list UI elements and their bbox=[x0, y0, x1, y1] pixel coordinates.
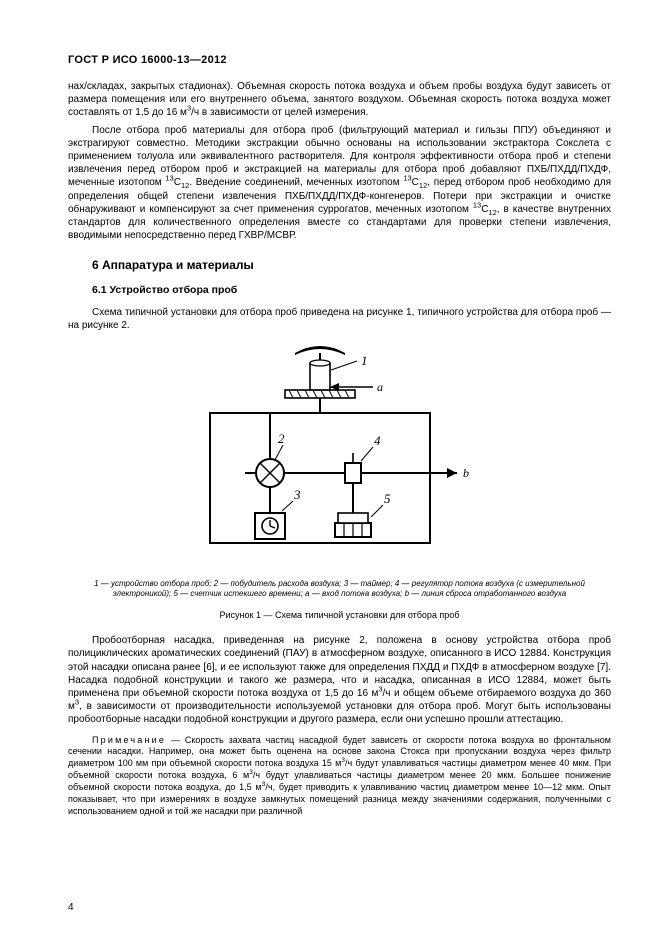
svg-text:5: 5 bbox=[384, 491, 391, 506]
sub: 12 bbox=[419, 181, 427, 190]
legend-text: 1 — устройство отбора проб; 2 — побудите… bbox=[94, 579, 585, 599]
page-number: 4 bbox=[68, 902, 74, 913]
sub: 12 bbox=[488, 208, 496, 217]
paragraph-3: Схема типичной установки для отбора проб… bbox=[68, 306, 611, 332]
section-6-heading: 6 Аппаратура и материалы bbox=[92, 258, 611, 272]
text: , в зависимости от производительности ис… bbox=[68, 701, 611, 725]
svg-text:4: 4 bbox=[374, 433, 381, 448]
paragraph-1: нах/складах, закрытых стадионах). Объемн… bbox=[68, 80, 611, 120]
figure-1-diagram: 1 a 2 4 b bbox=[175, 343, 505, 573]
sup: 13 bbox=[403, 174, 411, 183]
text: . Введение соединений, меченных изотопом bbox=[189, 177, 403, 188]
svg-text:2: 2 bbox=[278, 431, 285, 446]
note-paragraph: Примечание — Скорость захвата частиц нас… bbox=[68, 735, 611, 818]
svg-text:3: 3 bbox=[293, 487, 301, 502]
text: /ч в зависимости от целей измерения. bbox=[191, 107, 368, 118]
svg-text:a: a bbox=[377, 380, 383, 394]
svg-text:1: 1 bbox=[361, 353, 368, 368]
note-lead: Примечание bbox=[92, 735, 166, 745]
sup: 13 bbox=[473, 200, 481, 209]
figure-1-caption: Рисунок 1 — Схема типичной установки для… bbox=[68, 610, 611, 620]
figure-1-container: 1 a 2 4 b bbox=[68, 343, 611, 573]
figure-1-legend: 1 — устройство отбора проб; 2 — побудите… bbox=[88, 579, 591, 601]
sup: 13 bbox=[165, 174, 173, 183]
paragraph-2: После отбора проб материалы для отбора п… bbox=[68, 124, 611, 243]
paragraph-4: Пробоотборная насадка, приведенная на ри… bbox=[68, 634, 611, 726]
subsection-6-1-heading: 6.1 Устройство отбора проб bbox=[92, 284, 611, 296]
svg-text:b: b bbox=[463, 466, 469, 480]
document-header: ГОСТ Р ИСО 16000-13—2012 bbox=[68, 54, 611, 66]
